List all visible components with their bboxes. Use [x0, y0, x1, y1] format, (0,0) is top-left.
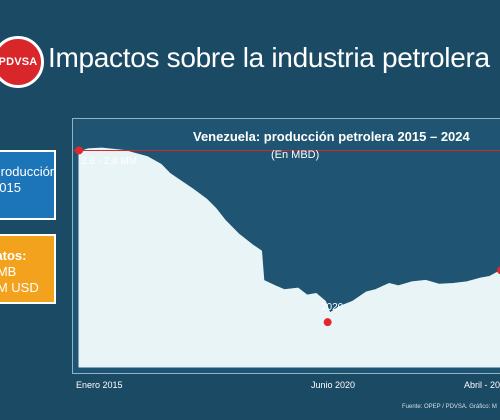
production-area-series	[78, 147, 500, 368]
logo-text: PDVSA	[0, 56, 38, 68]
production-box-line-2: 2015	[0, 180, 21, 195]
figures-box-line-2: MMB	[0, 264, 17, 279]
chart-panel: Venezuela: producción petrolera 2015 – 2…	[72, 118, 500, 374]
reference-label: 2.5 - 2.8 MM	[81, 156, 138, 167]
pdvsa-logo: PDVSA	[0, 36, 44, 88]
annotation-2020: 2020	[321, 302, 344, 313]
x-tick-label-end: Abril - 2024	[464, 380, 500, 390]
figures-box-line-1: Datos:	[0, 248, 27, 263]
figures-box: Datos: MMB MM USD	[0, 234, 56, 304]
chart-svg	[73, 146, 500, 368]
chart-title: Venezuela: producción petrolera 2015 – 2…	[193, 129, 470, 144]
figures-box-line-3: MM USD	[0, 280, 39, 295]
chart-subtitle: (En MBD)	[271, 149, 320, 161]
production-box: Producción 2015	[0, 150, 56, 220]
x-tick-label-start: Enero 2015	[76, 380, 123, 390]
source-note: Fuente: OPEP / PDVSA. Gráfico: M	[402, 404, 497, 410]
page-title: Impactos sobre la industria petrolera	[48, 42, 490, 73]
highlight-point-3	[497, 266, 500, 275]
highlight-point-1	[75, 146, 83, 155]
highlight-point-2	[323, 318, 332, 327]
x-tick-label-mid: Junio 2020	[311, 380, 356, 390]
production-box-line-1: Producción	[0, 164, 56, 179]
